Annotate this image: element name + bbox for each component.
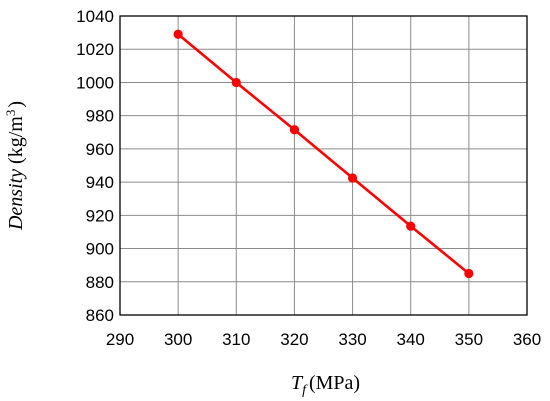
y-tick-label: 1000 xyxy=(76,73,114,92)
x-axis-label-subscript: f xyxy=(302,383,308,398)
y-tick-label: 900 xyxy=(86,240,114,259)
series-line xyxy=(177,33,470,275)
y-tick-label: 980 xyxy=(86,107,114,126)
x-axis-label-unit: (MPa) xyxy=(309,372,360,394)
data-point xyxy=(464,268,474,279)
data-point xyxy=(289,125,300,135)
x-tick-labels: 290 300 310 320 330 340 350 360 xyxy=(106,330,541,349)
y-axis-label-superscript: 3 xyxy=(3,110,18,117)
x-tick-label: 320 xyxy=(280,330,308,349)
y-tick-label: 880 xyxy=(86,273,114,292)
y-tick-label: 920 xyxy=(86,206,114,225)
x-axis-label: Tf (MPa) xyxy=(291,372,360,398)
data-point xyxy=(231,77,241,88)
x-tick-label: 340 xyxy=(397,330,425,349)
y-axis-label-close: ) xyxy=(5,101,27,108)
x-tick-label: 330 xyxy=(338,330,366,349)
plot-area-frame xyxy=(119,15,528,316)
y-axis-label: Density (kg/m3) xyxy=(3,101,27,231)
x-axis-label-variable: T xyxy=(291,372,304,394)
x-tick-label: 290 xyxy=(106,330,134,349)
y-tick-labels: 860 880 900 920 940 960 980 1000 1020 1040 xyxy=(76,7,114,325)
y-tick-label: 1040 xyxy=(76,7,114,26)
data-point xyxy=(347,173,358,183)
y-tick-label: 940 xyxy=(86,173,114,192)
y-axis-label-unit: (kg/m xyxy=(5,116,27,164)
y-tick-label: 1020 xyxy=(76,40,114,59)
series-group xyxy=(173,29,474,279)
x-tick-label: 310 xyxy=(222,330,250,349)
data-point xyxy=(406,221,416,231)
x-tick-label: 350 xyxy=(455,330,483,349)
y-axis-label-variable: Density xyxy=(5,169,27,231)
x-tick-label: 300 xyxy=(164,330,192,349)
y-tick-label: 960 xyxy=(86,140,114,159)
x-tick-label: 360 xyxy=(513,330,541,349)
data-point xyxy=(173,29,183,39)
y-tick-label: 860 xyxy=(86,306,114,325)
